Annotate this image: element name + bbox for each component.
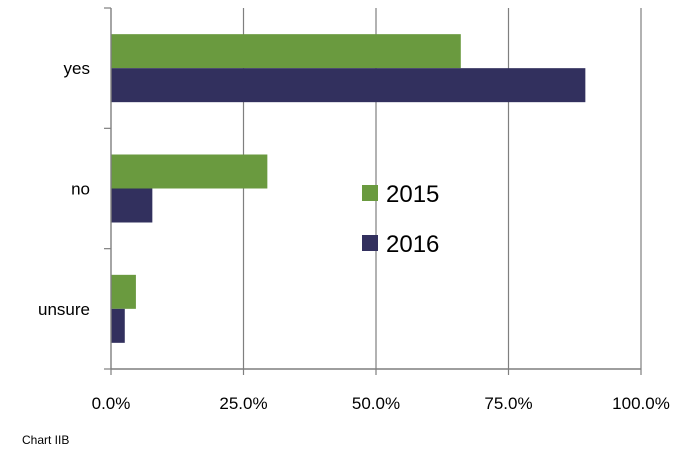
bar-no-2016	[111, 188, 153, 223]
x-tick-label: 75.0%	[484, 394, 532, 413]
x-tick-label: 0.0%	[92, 394, 131, 413]
bars	[111, 34, 586, 343]
x-tick-label: 25.0%	[219, 394, 267, 413]
axes	[104, 7, 642, 375]
category-label: no	[71, 180, 90, 199]
legend-swatch-2015	[362, 185, 378, 201]
legend-swatch-2016	[362, 235, 378, 251]
bar-yes-2015	[111, 34, 461, 69]
legend-label: 2016	[386, 231, 439, 258]
legend-label: 2015	[386, 181, 439, 208]
bar-unsure-2015	[111, 274, 136, 309]
category-label: unsure	[38, 300, 90, 319]
labels: 0.0% 25.0% 50.0% 75.0% 100.0% yes no unsure	[38, 59, 670, 413]
bar-no-2015	[111, 154, 268, 189]
legend: 2015 2016	[362, 181, 439, 258]
category-label: yes	[64, 59, 90, 78]
bar-unsure-2016	[111, 308, 125, 343]
bar-yes-2016	[111, 68, 586, 103]
chart-caption: Chart IIB	[22, 433, 70, 447]
x-tick-label: 100.0%	[612, 394, 670, 413]
x-tick-label: 50.0%	[352, 394, 400, 413]
